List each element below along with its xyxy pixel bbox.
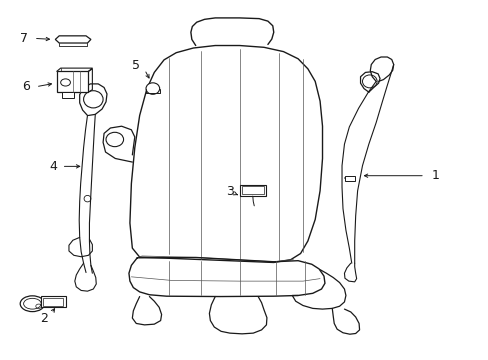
Polygon shape [55, 36, 91, 43]
Text: 1: 1 [431, 169, 439, 182]
Text: 7: 7 [20, 32, 28, 45]
Ellipse shape [20, 296, 44, 312]
Bar [344, 176, 354, 181]
Bar [57, 71, 88, 92]
Bar [239, 185, 266, 196]
Bar [61, 92, 74, 98]
Text: 2: 2 [40, 311, 47, 325]
Bar [241, 186, 263, 194]
Text: 4: 4 [49, 160, 57, 173]
Text: 6: 6 [22, 80, 30, 93]
Text: 3: 3 [225, 185, 233, 198]
Bar [41, 296, 66, 307]
Bar [42, 298, 63, 306]
Ellipse shape [146, 83, 159, 94]
Text: 5: 5 [132, 59, 140, 72]
